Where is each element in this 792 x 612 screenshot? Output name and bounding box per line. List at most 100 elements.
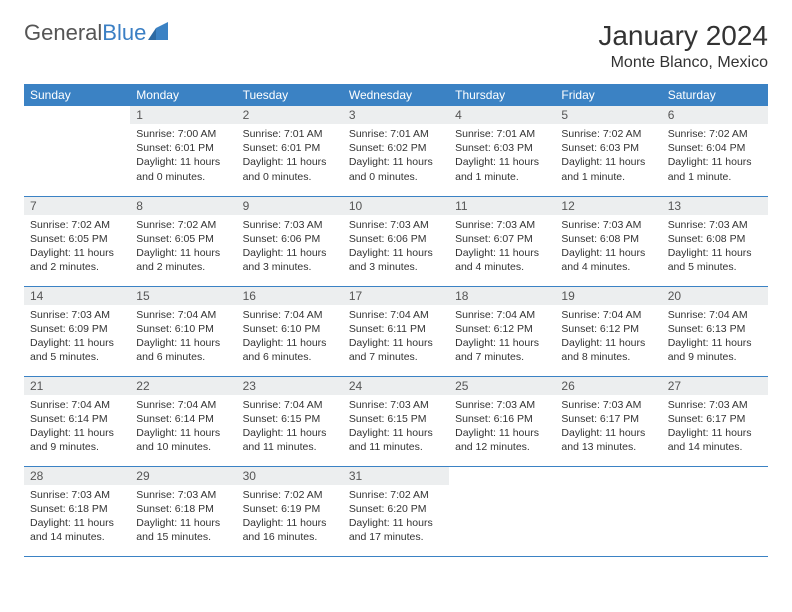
- day-data: Sunrise: 7:03 AMSunset: 6:17 PMDaylight:…: [662, 395, 768, 461]
- day-cell: [555, 466, 661, 556]
- day-number: 14: [24, 287, 130, 305]
- week-row: 21Sunrise: 7:04 AMSunset: 6:14 PMDayligh…: [24, 376, 768, 466]
- day-cell: 2Sunrise: 7:01 AMSunset: 6:01 PMDaylight…: [237, 106, 343, 196]
- heading: January 2024 Monte Blanco, Mexico: [598, 20, 768, 72]
- day-number: 3: [343, 106, 449, 124]
- weekday-header: Wednesday: [343, 84, 449, 106]
- day-cell: 31Sunrise: 7:02 AMSunset: 6:20 PMDayligh…: [343, 466, 449, 556]
- weekday-header: Sunday: [24, 84, 130, 106]
- day-cell: 1Sunrise: 7:00 AMSunset: 6:01 PMDaylight…: [130, 106, 236, 196]
- day-cell: 13Sunrise: 7:03 AMSunset: 6:08 PMDayligh…: [662, 196, 768, 286]
- day-data: Sunrise: 7:03 AMSunset: 6:16 PMDaylight:…: [449, 395, 555, 461]
- logo: GeneralBlue: [24, 20, 176, 46]
- day-number: 29: [130, 467, 236, 485]
- day-data: Sunrise: 7:04 AMSunset: 6:12 PMDaylight:…: [555, 305, 661, 371]
- day-cell: 26Sunrise: 7:03 AMSunset: 6:17 PMDayligh…: [555, 376, 661, 466]
- day-data: Sunrise: 7:04 AMSunset: 6:10 PMDaylight:…: [130, 305, 236, 371]
- day-cell: 29Sunrise: 7:03 AMSunset: 6:18 PMDayligh…: [130, 466, 236, 556]
- day-cell: 18Sunrise: 7:04 AMSunset: 6:12 PMDayligh…: [449, 286, 555, 376]
- weekday-header: Monday: [130, 84, 236, 106]
- day-data: Sunrise: 7:03 AMSunset: 6:06 PMDaylight:…: [343, 215, 449, 281]
- day-data: Sunrise: 7:04 AMSunset: 6:14 PMDaylight:…: [130, 395, 236, 461]
- day-data: Sunrise: 7:04 AMSunset: 6:13 PMDaylight:…: [662, 305, 768, 371]
- day-number: 13: [662, 197, 768, 215]
- day-cell: 24Sunrise: 7:03 AMSunset: 6:15 PMDayligh…: [343, 376, 449, 466]
- day-cell: 25Sunrise: 7:03 AMSunset: 6:16 PMDayligh…: [449, 376, 555, 466]
- day-cell: 15Sunrise: 7:04 AMSunset: 6:10 PMDayligh…: [130, 286, 236, 376]
- day-number: 6: [662, 106, 768, 124]
- day-number: 24: [343, 377, 449, 395]
- day-data: Sunrise: 7:03 AMSunset: 6:18 PMDaylight:…: [130, 485, 236, 551]
- day-data: Sunrise: 7:04 AMSunset: 6:15 PMDaylight:…: [237, 395, 343, 461]
- day-cell: 28Sunrise: 7:03 AMSunset: 6:18 PMDayligh…: [24, 466, 130, 556]
- day-data: Sunrise: 7:03 AMSunset: 6:09 PMDaylight:…: [24, 305, 130, 371]
- day-number: 22: [130, 377, 236, 395]
- day-number: 4: [449, 106, 555, 124]
- day-cell: 3Sunrise: 7:01 AMSunset: 6:02 PMDaylight…: [343, 106, 449, 196]
- day-cell: 21Sunrise: 7:04 AMSunset: 6:14 PMDayligh…: [24, 376, 130, 466]
- weekday-header: Tuesday: [237, 84, 343, 106]
- week-row: 14Sunrise: 7:03 AMSunset: 6:09 PMDayligh…: [24, 286, 768, 376]
- day-cell: 23Sunrise: 7:04 AMSunset: 6:15 PMDayligh…: [237, 376, 343, 466]
- day-number: 15: [130, 287, 236, 305]
- week-row: 28Sunrise: 7:03 AMSunset: 6:18 PMDayligh…: [24, 466, 768, 556]
- day-number: 27: [662, 377, 768, 395]
- day-number: 18: [449, 287, 555, 305]
- day-cell: 30Sunrise: 7:02 AMSunset: 6:19 PMDayligh…: [237, 466, 343, 556]
- day-number: 10: [343, 197, 449, 215]
- day-number: 12: [555, 197, 661, 215]
- day-data: Sunrise: 7:03 AMSunset: 6:07 PMDaylight:…: [449, 215, 555, 281]
- day-cell: 8Sunrise: 7:02 AMSunset: 6:05 PMDaylight…: [130, 196, 236, 286]
- day-data: Sunrise: 7:04 AMSunset: 6:10 PMDaylight:…: [237, 305, 343, 371]
- week-row: 1Sunrise: 7:00 AMSunset: 6:01 PMDaylight…: [24, 106, 768, 196]
- day-data: Sunrise: 7:03 AMSunset: 6:08 PMDaylight:…: [662, 215, 768, 281]
- day-data: Sunrise: 7:03 AMSunset: 6:06 PMDaylight:…: [237, 215, 343, 281]
- day-data: Sunrise: 7:02 AMSunset: 6:20 PMDaylight:…: [343, 485, 449, 551]
- day-data: Sunrise: 7:03 AMSunset: 6:08 PMDaylight:…: [555, 215, 661, 281]
- day-cell: 9Sunrise: 7:03 AMSunset: 6:06 PMDaylight…: [237, 196, 343, 286]
- day-data: Sunrise: 7:04 AMSunset: 6:12 PMDaylight:…: [449, 305, 555, 371]
- day-number: 9: [237, 197, 343, 215]
- day-data: Sunrise: 7:00 AMSunset: 6:01 PMDaylight:…: [130, 124, 236, 190]
- day-data: Sunrise: 7:03 AMSunset: 6:17 PMDaylight:…: [555, 395, 661, 461]
- day-data: Sunrise: 7:04 AMSunset: 6:14 PMDaylight:…: [24, 395, 130, 461]
- day-cell: [449, 466, 555, 556]
- day-number: 26: [555, 377, 661, 395]
- day-cell: 17Sunrise: 7:04 AMSunset: 6:11 PMDayligh…: [343, 286, 449, 376]
- month-title: January 2024: [598, 20, 768, 52]
- day-number: 25: [449, 377, 555, 395]
- day-number: 30: [237, 467, 343, 485]
- day-data: Sunrise: 7:02 AMSunset: 6:04 PMDaylight:…: [662, 124, 768, 190]
- day-cell: 11Sunrise: 7:03 AMSunset: 6:07 PMDayligh…: [449, 196, 555, 286]
- day-number: 2: [237, 106, 343, 124]
- day-data: Sunrise: 7:01 AMSunset: 6:01 PMDaylight:…: [237, 124, 343, 190]
- day-data: Sunrise: 7:02 AMSunset: 6:05 PMDaylight:…: [130, 215, 236, 281]
- day-data: Sunrise: 7:02 AMSunset: 6:19 PMDaylight:…: [237, 485, 343, 551]
- logo-text-blue: Blue: [102, 20, 146, 46]
- day-number: 23: [237, 377, 343, 395]
- day-data: Sunrise: 7:02 AMSunset: 6:03 PMDaylight:…: [555, 124, 661, 190]
- day-number: 31: [343, 467, 449, 485]
- day-number: 11: [449, 197, 555, 215]
- weekday-header-row: Sunday Monday Tuesday Wednesday Thursday…: [24, 84, 768, 106]
- location: Monte Blanco, Mexico: [598, 54, 768, 72]
- day-cell: 7Sunrise: 7:02 AMSunset: 6:05 PMDaylight…: [24, 196, 130, 286]
- day-cell: 6Sunrise: 7:02 AMSunset: 6:04 PMDaylight…: [662, 106, 768, 196]
- logo-text-general: General: [24, 20, 102, 46]
- day-data: Sunrise: 7:03 AMSunset: 6:18 PMDaylight:…: [24, 485, 130, 551]
- day-number: 1: [130, 106, 236, 124]
- day-cell: 27Sunrise: 7:03 AMSunset: 6:17 PMDayligh…: [662, 376, 768, 466]
- day-data: Sunrise: 7:04 AMSunset: 6:11 PMDaylight:…: [343, 305, 449, 371]
- day-number: 8: [130, 197, 236, 215]
- day-cell: 12Sunrise: 7:03 AMSunset: 6:08 PMDayligh…: [555, 196, 661, 286]
- day-number: 21: [24, 377, 130, 395]
- day-number: 17: [343, 287, 449, 305]
- day-data: Sunrise: 7:01 AMSunset: 6:03 PMDaylight:…: [449, 124, 555, 190]
- day-cell: [24, 106, 130, 196]
- day-cell: 14Sunrise: 7:03 AMSunset: 6:09 PMDayligh…: [24, 286, 130, 376]
- day-cell: 4Sunrise: 7:01 AMSunset: 6:03 PMDaylight…: [449, 106, 555, 196]
- day-data: Sunrise: 7:03 AMSunset: 6:15 PMDaylight:…: [343, 395, 449, 461]
- header: GeneralBlue January 2024 Monte Blanco, M…: [24, 20, 768, 72]
- weekday-header: Friday: [555, 84, 661, 106]
- day-number: 5: [555, 106, 661, 124]
